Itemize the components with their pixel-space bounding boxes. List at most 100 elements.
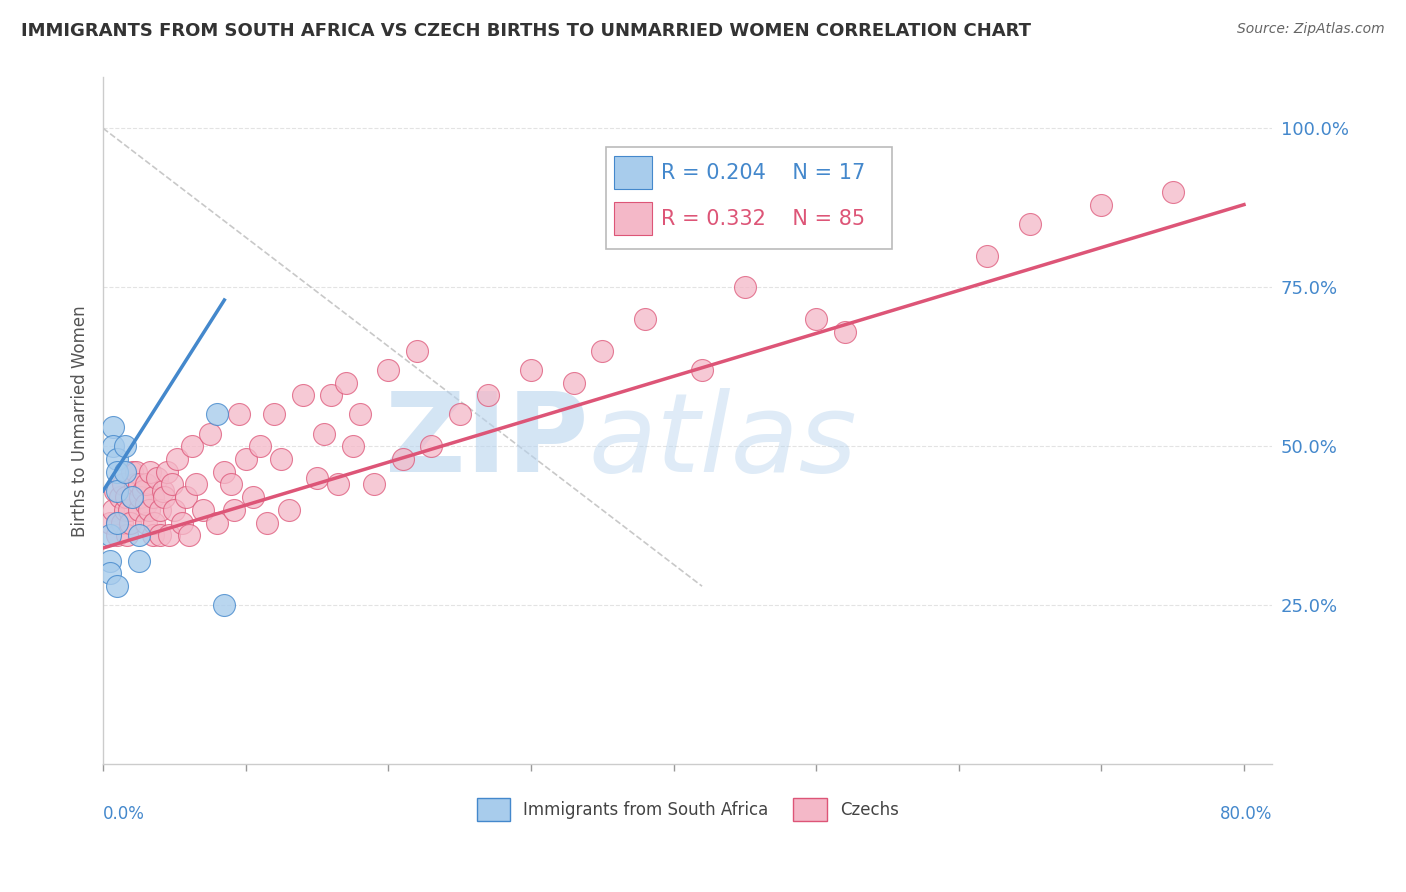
Point: [129, 490, 152, 504]
Point: [734, 280, 756, 294]
Legend: Immigrants from South Africa, Czechs: Immigrants from South Africa, Czechs: [477, 797, 898, 822]
Point: [114, 503, 136, 517]
Point: [128, 554, 150, 568]
Point: [105, 528, 128, 542]
Point: [634, 312, 657, 326]
Point: [128, 477, 150, 491]
Point: [143, 516, 166, 530]
Text: Source: ZipAtlas.com: Source: ZipAtlas.com: [1237, 22, 1385, 37]
Point: [105, 483, 128, 498]
Point: [121, 490, 143, 504]
Point: [125, 465, 148, 479]
Point: [135, 516, 157, 530]
Point: [110, 490, 132, 504]
Point: [103, 483, 125, 498]
Point: [156, 465, 179, 479]
Point: [198, 426, 221, 441]
Point: [976, 248, 998, 262]
Point: [1161, 185, 1184, 199]
Point: [277, 503, 299, 517]
Point: [128, 503, 150, 517]
Point: [166, 452, 188, 467]
Point: [804, 312, 827, 326]
Point: [142, 528, 165, 542]
Point: [377, 363, 399, 377]
Point: [135, 496, 157, 510]
Point: [121, 465, 143, 479]
Point: [205, 516, 228, 530]
Y-axis label: Births to Unmarried Women: Births to Unmarried Women: [72, 305, 89, 537]
Point: [391, 452, 413, 467]
Text: 0.0%: 0.0%: [103, 805, 145, 823]
Point: [120, 516, 142, 530]
Point: [363, 477, 385, 491]
Point: [205, 408, 228, 422]
Point: [135, 477, 157, 491]
Point: [128, 528, 150, 542]
Point: [228, 408, 250, 422]
Point: [170, 516, 193, 530]
Point: [138, 503, 160, 517]
Point: [177, 528, 200, 542]
Point: [157, 528, 180, 542]
Point: [314, 426, 336, 441]
FancyBboxPatch shape: [614, 156, 651, 189]
Point: [477, 388, 499, 402]
Point: [114, 465, 136, 479]
Point: [153, 490, 176, 504]
Point: [449, 408, 471, 422]
Point: [1090, 197, 1112, 211]
Point: [139, 465, 162, 479]
Point: [105, 465, 128, 479]
Point: [562, 376, 585, 390]
Point: [101, 503, 124, 517]
Point: [98, 566, 121, 581]
Point: [249, 439, 271, 453]
Point: [105, 516, 128, 530]
Point: [117, 528, 139, 542]
Point: [98, 554, 121, 568]
Text: R = 0.204    N = 17: R = 0.204 N = 17: [661, 163, 865, 183]
Point: [114, 439, 136, 453]
Point: [112, 477, 135, 491]
Text: 80.0%: 80.0%: [1220, 805, 1272, 823]
Point: [214, 465, 236, 479]
Text: R = 0.332    N = 85: R = 0.332 N = 85: [661, 209, 865, 229]
Point: [160, 477, 183, 491]
Point: [101, 420, 124, 434]
Point: [342, 439, 364, 453]
Point: [335, 376, 357, 390]
Point: [98, 516, 121, 530]
Point: [321, 388, 343, 402]
Point: [184, 477, 207, 491]
Point: [121, 490, 143, 504]
Point: [834, 325, 856, 339]
Point: [105, 579, 128, 593]
Point: [349, 408, 371, 422]
FancyBboxPatch shape: [614, 202, 651, 235]
Point: [256, 516, 278, 530]
Point: [105, 516, 128, 530]
Point: [690, 363, 713, 377]
Point: [1019, 217, 1042, 231]
Point: [132, 483, 155, 498]
Point: [224, 503, 246, 517]
Point: [115, 490, 138, 504]
Point: [146, 471, 169, 485]
Point: [270, 452, 292, 467]
Point: [149, 528, 172, 542]
Point: [221, 477, 243, 491]
Point: [420, 439, 443, 453]
Point: [149, 503, 172, 517]
Point: [101, 439, 124, 453]
Point: [152, 483, 174, 498]
Point: [111, 516, 134, 530]
Point: [105, 452, 128, 467]
Point: [235, 452, 257, 467]
Point: [214, 599, 236, 613]
Text: IMMIGRANTS FROM SOUTH AFRICA VS CZECH BIRTHS TO UNMARRIED WOMEN CORRELATION CHAR: IMMIGRANTS FROM SOUTH AFRICA VS CZECH BI…: [21, 22, 1031, 40]
Point: [305, 471, 328, 485]
Point: [328, 477, 350, 491]
Point: [163, 503, 186, 517]
Point: [263, 408, 285, 422]
